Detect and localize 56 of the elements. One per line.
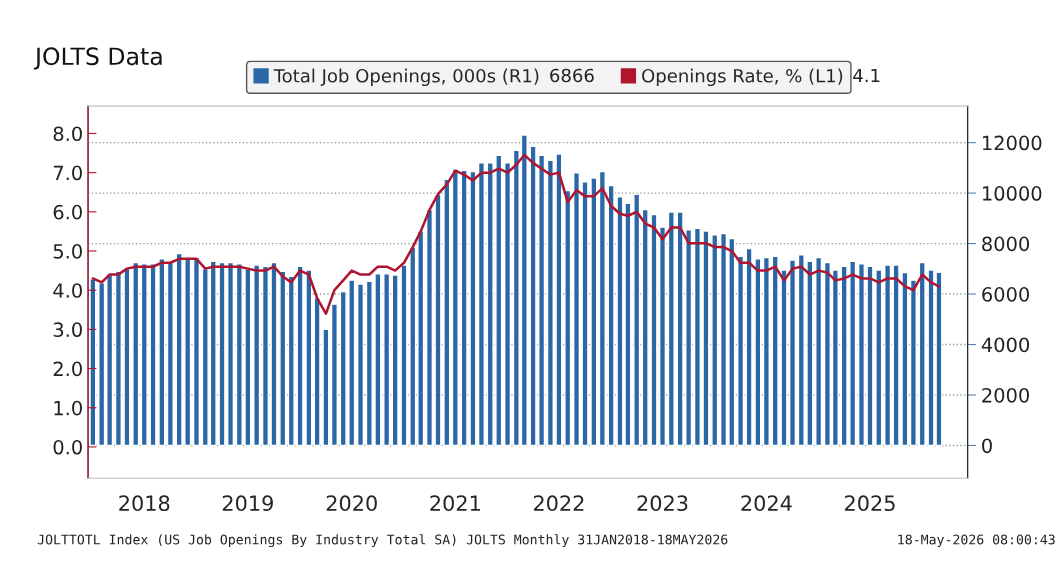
y-tick-label: 3.0	[53, 322, 82, 338]
bar	[253, 264, 261, 447]
bar	[166, 261, 174, 447]
text: 18-May-2026 08:00:43	[898, 534, 1055, 547]
x-tick-label: 2019	[222, 495, 273, 512]
y2-tick-label: 8000	[982, 236, 1030, 252]
y2-tick-label: 2000	[982, 387, 1030, 403]
x-tick-label: 2023	[637, 495, 688, 512]
y-tick-label: 8.0	[53, 126, 82, 142]
bar	[140, 263, 148, 447]
bar	[815, 256, 823, 447]
bar	[667, 211, 675, 447]
text: JOLTTOTL Index (US Job Openings By Industry Total SA) JOLTS Monthly 31JAN2018-18MAY2026	[37, 534, 728, 548]
bar	[192, 256, 201, 447]
y2-tick-label: 12000	[982, 135, 1042, 151]
bar	[89, 278, 97, 447]
bar	[762, 256, 770, 447]
bar	[572, 172, 581, 447]
bar	[598, 170, 606, 447]
bar	[132, 261, 140, 447]
x-tick-label: 2020	[326, 495, 377, 512]
bar	[737, 255, 745, 447]
x-tick-label: 2022	[533, 495, 584, 512]
text: 6866	[550, 68, 594, 83]
y2-tick-label: 0	[982, 438, 992, 454]
bar	[357, 283, 365, 447]
y2-tick-label: 4000	[981, 337, 1030, 353]
y-tick-label: 4.0	[53, 283, 82, 298]
bar	[909, 279, 917, 447]
y-tick-label: 1.0	[54, 400, 82, 416]
bar	[287, 275, 295, 447]
x-tick-label: 2021	[430, 495, 480, 512]
x-tick-label: 2025	[845, 495, 895, 512]
y2-tick-label: 10000	[982, 186, 1042, 201]
chart-title: JOLTS Data	[33, 47, 162, 70]
bar	[451, 168, 459, 447]
y-tick-label: 6.0	[53, 204, 82, 220]
bar	[564, 189, 572, 447]
bar	[633, 193, 641, 447]
line-series	[91, 153, 941, 315]
legend-label: Total Job Openings, 000s (R1)	[273, 68, 539, 87]
x-tick-label: 2024	[741, 495, 792, 512]
x-tick-label: 2018	[119, 495, 170, 512]
y2-tick-label: 6000	[982, 287, 1030, 302]
bar	[884, 264, 892, 447]
bar	[711, 234, 719, 447]
legend-label: Openings Rate, % (L1)	[642, 68, 843, 87]
bar	[330, 303, 338, 447]
y-tick-label: 5.0	[53, 243, 82, 259]
y-tick-label: 7.0	[53, 165, 82, 181]
bar	[383, 273, 391, 447]
y-tick-label: 2.0	[53, 361, 82, 377]
bar	[504, 162, 512, 447]
bar	[477, 162, 485, 447]
text: 4.1	[853, 68, 880, 83]
y-tick-label: 0.0	[53, 439, 82, 455]
